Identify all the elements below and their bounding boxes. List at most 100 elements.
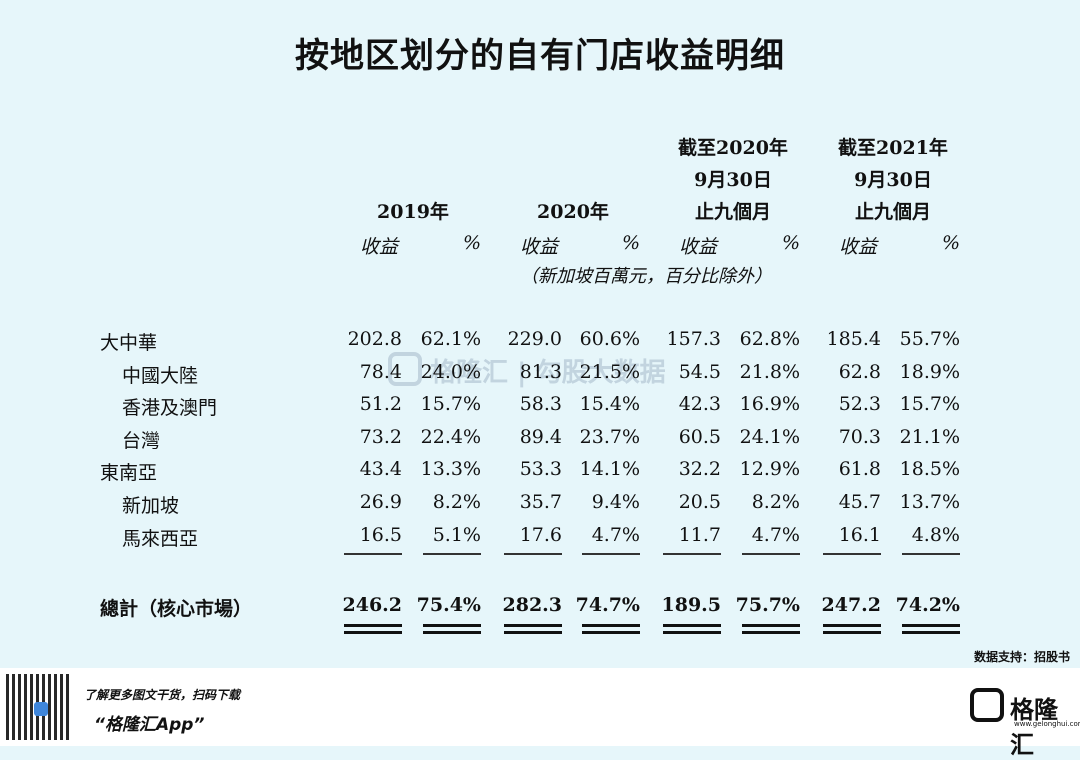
- table-cell: 52.3: [838, 393, 881, 416]
- watermark-logo-icon: [388, 352, 422, 386]
- total-cell: 75.7%: [735, 594, 800, 616]
- table-cell: 53.3: [519, 458, 562, 481]
- table-cell: 73.2: [359, 425, 402, 448]
- table-cell: 62.8: [838, 360, 881, 383]
- row-label: 台灣: [122, 429, 161, 452]
- column-header: 2019年: [377, 201, 449, 223]
- subtotal-rule: [582, 553, 640, 555]
- table-cell: 4.7%: [751, 523, 800, 546]
- table-cell: 54.5: [678, 360, 721, 383]
- footer-app-name: “格隆汇App”: [94, 715, 205, 735]
- total-double-rule: [742, 631, 800, 634]
- table-cell: 18.9%: [899, 360, 960, 383]
- column-header: 止九個月: [854, 201, 931, 223]
- qr-code-icon[interactable]: [6, 674, 72, 740]
- column-header: 截至2021年: [838, 137, 948, 159]
- table-cell: 60.6%: [579, 328, 640, 350]
- subtotal-rule: [902, 553, 960, 555]
- subtotal-rule: [423, 553, 481, 555]
- row-label: 香港及澳門: [122, 397, 218, 420]
- page-title: 按地区划分的自有门店收益明细: [295, 36, 785, 76]
- table-cell: 81.3: [519, 360, 562, 383]
- table-cell: 21.1%: [899, 425, 960, 448]
- footer: 了解更多图文干货，扫码下载 “格隆汇App” 格隆汇 www.gelonghui…: [0, 668, 1080, 759]
- total-double-rule: [663, 624, 721, 627]
- row-label: 馬來西亞: [122, 527, 199, 550]
- total-label: 總計（核心市場）: [100, 598, 253, 620]
- table-cell: 61.8: [838, 458, 881, 481]
- brand-logo-icon: [970, 688, 1004, 722]
- table-cell: 202.8: [347, 328, 402, 350]
- column-header: 止九個月: [694, 201, 771, 223]
- table-cell: 16.5: [359, 523, 402, 546]
- footer-promo-text: 了解更多图文干货，扫码下载: [84, 688, 241, 702]
- column-sub-percent: %: [942, 232, 961, 254]
- table-cell: 42.3: [678, 393, 721, 416]
- subtotal-rule: [344, 553, 402, 555]
- table-cell: 22.4%: [420, 425, 481, 448]
- table-cell: 9.4%: [591, 491, 640, 513]
- table-cell: 8.2%: [751, 491, 800, 513]
- table-cell: 14.1%: [579, 458, 640, 481]
- table-cell: 15.4%: [579, 393, 640, 416]
- brand-logo-url: www.gelonghui.com: [1014, 720, 1080, 728]
- column-sub-percent: %: [782, 232, 801, 254]
- column-sub-revenue: 收益: [839, 236, 878, 258]
- total-double-rule: [504, 631, 562, 634]
- total-double-rule: [582, 631, 640, 634]
- table-cell: 35.7: [519, 491, 562, 513]
- total-double-rule: [823, 631, 881, 634]
- table-cell: 4.8%: [911, 523, 960, 546]
- total-double-rule: [423, 631, 481, 634]
- table-cell: 78.4: [359, 360, 402, 383]
- column-sub-revenue: 收益: [520, 236, 559, 258]
- table-cell: 26.9: [359, 491, 402, 513]
- column-header: 9月30日: [854, 169, 932, 191]
- table-cell: 16.9%: [739, 393, 800, 416]
- table-cell: 45.7: [838, 491, 881, 513]
- total-double-rule: [344, 624, 402, 627]
- row-label: 東南亞: [100, 462, 158, 485]
- table-cell: 157.3: [666, 328, 721, 350]
- table-cell: 62.1%: [420, 328, 481, 350]
- table-cell: 21.5%: [579, 360, 640, 383]
- total-cell: 189.5: [661, 594, 722, 616]
- row-label: 新加坡: [122, 495, 180, 517]
- table-cell: 15.7%: [899, 393, 960, 416]
- total-double-rule: [823, 624, 881, 627]
- table-cell: 89.4: [519, 425, 562, 448]
- watermark: 格隆汇 | 勾股大数据: [430, 358, 666, 388]
- table-cell: 55.7%: [899, 328, 960, 350]
- total-double-rule: [902, 624, 960, 627]
- row-label: 大中華: [100, 332, 158, 354]
- table-cell: 21.8%: [739, 360, 800, 383]
- table-cell: 24.0%: [420, 360, 481, 383]
- total-double-rule: [582, 624, 640, 627]
- column-header: 9月30日: [694, 169, 772, 191]
- total-double-rule: [742, 624, 800, 627]
- table-cell: 13.3%: [420, 458, 481, 481]
- total-cell: 282.3: [502, 594, 563, 616]
- subtotal-rule: [823, 553, 881, 555]
- table-cell: 4.7%: [591, 523, 640, 546]
- total-double-rule: [902, 631, 960, 634]
- table-cell: 15.7%: [420, 393, 481, 416]
- table-cell: 43.4: [359, 458, 402, 481]
- table-cell: 70.3: [838, 425, 881, 448]
- table-cell: 16.1: [838, 523, 881, 546]
- column-sub-percent: %: [622, 232, 641, 254]
- table-cell: 32.2: [678, 458, 721, 481]
- total-double-rule: [504, 624, 562, 627]
- column-sub-revenue: 收益: [360, 236, 399, 258]
- table-cell: 62.8%: [739, 328, 800, 350]
- table-cell: 51.2: [359, 393, 402, 416]
- total-double-rule: [423, 624, 481, 627]
- total-cell: 74.2%: [895, 594, 960, 616]
- unit-note: （新加坡百萬元，百分比除外）: [520, 266, 772, 287]
- table-cell: 185.4: [826, 328, 881, 350]
- table-cell: 18.5%: [899, 458, 960, 481]
- table-cell: 229.0: [507, 328, 562, 350]
- row-label: 中國大陸: [122, 364, 199, 387]
- total-cell: 246.2: [342, 594, 403, 616]
- column-header: 截至2020年: [678, 137, 788, 159]
